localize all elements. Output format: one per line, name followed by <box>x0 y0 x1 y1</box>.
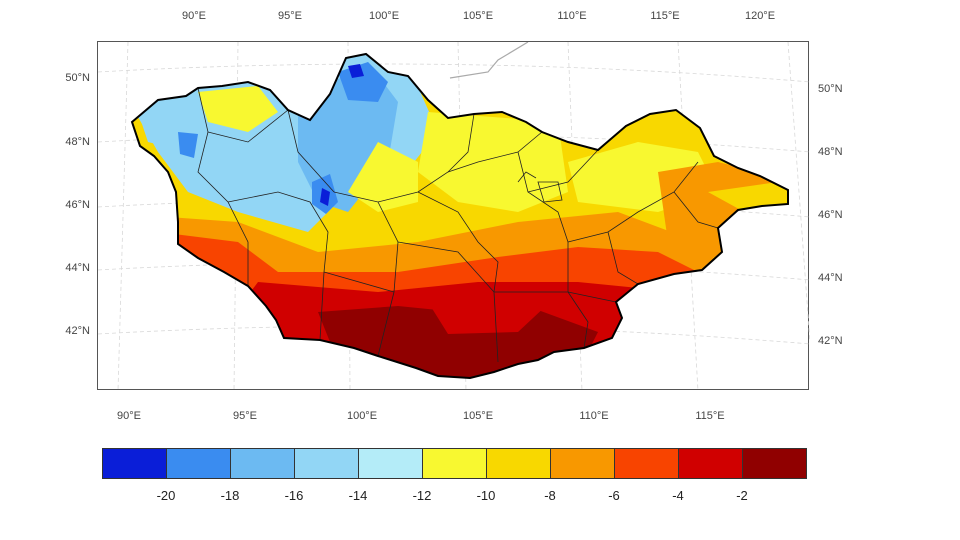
province-borders <box>197 87 719 363</box>
temperature-field <box>132 54 788 378</box>
right-lat-label: 50°N <box>818 83 843 95</box>
colorbar-tick-label: -18 <box>220 488 240 503</box>
top-lon-label: 110°E <box>557 10 587 22</box>
top-lon-label: 90°E <box>182 10 206 22</box>
colorbar-box <box>231 449 295 478</box>
colorbar-box <box>423 449 487 478</box>
colorbar-tick-label: -14 <box>348 488 368 503</box>
country-outline <box>130 52 789 380</box>
top-lon-label: 100°E <box>368 10 400 22</box>
left-lat-label: 46°N <box>65 199 90 211</box>
bottom-lon-label: 110°E <box>579 410 609 422</box>
map-canvas <box>97 41 811 392</box>
colorbar-box <box>295 449 359 478</box>
colorbar-tick-label: -12 <box>412 488 432 503</box>
bottom-lon-label: 100°E <box>346 410 378 422</box>
left-lat-label: 44°N <box>65 262 90 274</box>
colorbar-box <box>743 449 806 478</box>
top-lon-label: 105°E <box>462 10 494 22</box>
top-lon-label: 95°E <box>278 10 302 22</box>
colorbar-box <box>167 449 231 478</box>
colorbar-box <box>679 449 743 478</box>
bottom-lon-label: 95°E <box>233 410 257 422</box>
bottom-lon-label: 90°E <box>117 410 141 422</box>
top-lon-label: 115°E <box>650 10 680 22</box>
left-lat-label: 50°N <box>65 72 90 84</box>
neighbor-border <box>449 41 529 79</box>
right-lat-label: 44°N <box>818 272 843 284</box>
colorbar-tick-label: -10 <box>476 488 496 503</box>
right-lat-label: 48°N <box>818 146 843 158</box>
bottom-lon-label: 115°E <box>695 410 725 422</box>
right-lat-label: 42°N <box>818 335 843 347</box>
colorbar-box <box>551 449 615 478</box>
colorbar-tick-label: -20 <box>156 488 176 503</box>
map-frame <box>97 41 811 392</box>
colorbar-box <box>487 449 551 478</box>
colorbar-tick-label: -8 <box>544 488 556 503</box>
colorbar <box>102 448 807 479</box>
left-lat-label: 48°N <box>65 136 90 148</box>
colorbar-box <box>615 449 679 478</box>
colorbar-tick-label: -4 <box>672 488 684 503</box>
bottom-lon-label: 105°E <box>462 410 494 422</box>
left-lat-label: 42°N <box>65 325 90 337</box>
colorbar-tick-label: -16 <box>284 488 304 503</box>
right-lat-label: 46°N <box>818 209 843 221</box>
colorbar-tick-label: -6 <box>608 488 620 503</box>
colorbar-box <box>103 449 167 478</box>
top-lon-label: 120°E <box>744 10 776 22</box>
colorbar-tick-label: -2 <box>736 488 748 503</box>
colorbar-box <box>359 449 423 478</box>
